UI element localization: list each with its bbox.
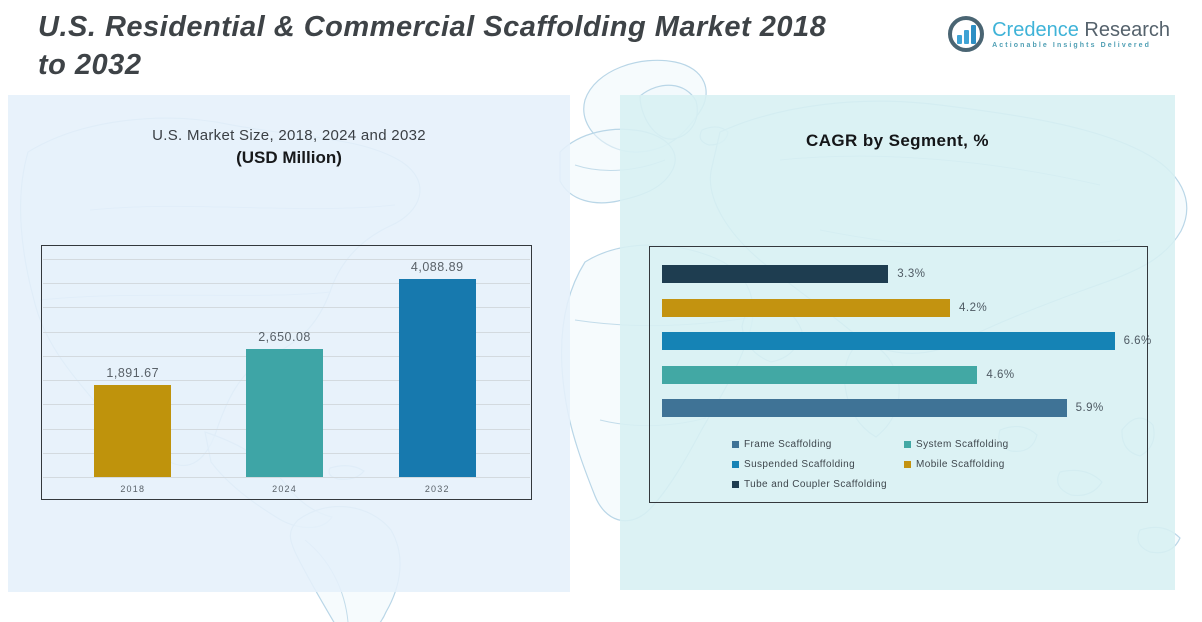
legend-item-system-scaffolding: System Scaffolding <box>904 439 1009 450</box>
legend-item-suspended-scaffolding: Suspended Scaffolding <box>732 459 855 470</box>
market-size-chart: 1,891.67 2018 2,650.08 2024 4,088.89 2032 <box>41 245 532 500</box>
legend-swatch-icon <box>732 481 739 488</box>
market-size-bar-2032 <box>398 278 476 477</box>
legend-label: Frame Scaffolding <box>744 439 832 450</box>
market-size-category-label: 2024 <box>272 484 297 494</box>
gridline <box>43 307 530 309</box>
market-size-value-label: 1,891.67 <box>106 366 160 381</box>
cagr-bar-system-scaffolding <box>662 365 978 384</box>
market-size-bar-2024 <box>246 348 324 477</box>
legend-label: System Scaffolding <box>916 439 1009 450</box>
gridline <box>43 259 530 260</box>
market-size-chart-title: U.S. Market Size, 2018, 2024 and 2032 <box>152 127 426 144</box>
cagr-bar-tube-and-coupler-scaffolding <box>662 265 889 283</box>
market-size-chart-subtitle: (USD Million) <box>236 148 342 167</box>
legend-swatch-icon <box>732 441 739 448</box>
page-title-line1: U.S. Residential & Commercial Scaffoldin… <box>38 11 827 43</box>
page-title: U.S. Residential & Commercial Scaffoldin… <box>38 8 938 84</box>
legend-swatch-icon <box>732 461 739 468</box>
gridline <box>43 477 530 478</box>
gridline <box>43 283 530 285</box>
brand-name: Credence Research <box>992 19 1170 41</box>
legend-item-tube-and-coupler-scaffolding: Tube and Coupler Scaffolding <box>732 479 887 490</box>
cagr-panel: CAGR by Segment, % 3.3% 4.2% 6.6% 4.6% 5.9% F… <box>620 95 1175 590</box>
market-size-category-label: 2032 <box>424 484 450 494</box>
brand-name-primary: Credence <box>992 19 1079 41</box>
cagr-value-label: 5.9% <box>1075 402 1104 414</box>
market-size-category-label: 2018 <box>120 484 146 494</box>
cagr-value-label: 4.2% <box>959 301 988 314</box>
brand-logo: Credence Research Actionable Insights De… <box>948 16 1170 52</box>
market-size-bar-2018 <box>94 385 172 477</box>
market-size-panel: U.S. Market Size, 2018, 2024 and 2032 (U… <box>8 95 570 592</box>
legend-item-frame-scaffolding: Frame Scaffolding <box>732 439 832 450</box>
cagr-bar-mobile-scaffolding <box>662 298 950 317</box>
page-title-line2: to 2032 <box>38 49 142 81</box>
legend-swatch-icon <box>904 461 911 468</box>
cagr-bar-suspended-scaffolding <box>662 332 1115 350</box>
legend-item-mobile-scaffolding: Mobile Scaffolding <box>904 459 1005 470</box>
cagr-value-label: 6.6% <box>1123 335 1152 347</box>
cagr-value-label: 4.6% <box>986 368 1015 381</box>
cagr-bar-frame-scaffolding <box>662 399 1067 417</box>
legend-label: Mobile Scaffolding <box>916 459 1005 470</box>
logo-bar-chart-icon <box>948 16 985 52</box>
cagr-chart-title: CAGR by Segment, % <box>806 131 989 150</box>
brand-tagline: Actionable Insights Delivered <box>992 42 1152 49</box>
legend-label: Tube and Coupler Scaffolding <box>744 479 887 490</box>
market-size-value-label: 2,650.08 <box>258 329 311 344</box>
cagr-chart: 3.3% 4.2% 6.6% 4.6% 5.9% Frame Scaffolding Sys… <box>649 246 1151 503</box>
legend-swatch-icon <box>904 441 911 448</box>
gridline <box>43 331 530 333</box>
brand-name-secondary: Research <box>1084 19 1170 41</box>
market-size-value-label: 4,088.89 <box>410 259 464 274</box>
legend-label: Suspended Scaffolding <box>744 459 856 470</box>
cagr-value-label: 3.3% <box>897 268 926 280</box>
